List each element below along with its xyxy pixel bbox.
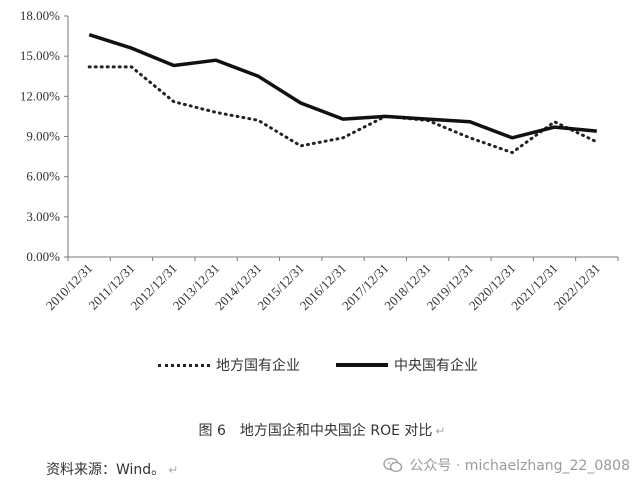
watermark: 公众号 · michaelzhang_22_0808 [383, 455, 630, 475]
roe-line-chart: 0.00% 3.00% 6.00% 9.00% 12.00% 15.00% 18.00% 2… [20, 8, 619, 313]
source-text: 资料来源：Wind。 [46, 462, 166, 478]
watermark-text: 公众号 · michaelzhang_22_0808 [409, 458, 630, 474]
legend: 地方国有企业 中央国有企业 [158, 355, 514, 375]
legend-label-central-soe: 中央国有企业 [394, 358, 478, 374]
figure-caption: 图 6 地方国企和中央国企 ROE 对比 ↵ [0, 420, 644, 440]
x-axis: 2010/12/312011/12/312012/12/312013/12/31… [43, 256, 619, 313]
wechat-icon [383, 457, 403, 473]
return-mark: ↵ [168, 463, 179, 477]
return-mark: ↵ [435, 424, 446, 438]
x-tick-label: 2022/12/31 [550, 261, 602, 313]
series-line-central-soe [88, 33, 597, 140]
legend-swatch-solid [336, 363, 388, 367]
y-tick-label: 6.00% [26, 169, 60, 184]
y-axis: 0.00% 3.00% 6.00% 9.00% 12.00% 15.00% 18.00% [20, 8, 69, 264]
y-tick-label: 0.00% [26, 249, 60, 264]
legend-swatch-dotted [158, 363, 210, 367]
source-note: 资料来源：Wind。 ↵ [46, 459, 178, 479]
figure-caption-text: 图 6 地方国企和中央国企 ROE 对比 [198, 423, 433, 439]
y-tick-label: 18.00% [20, 8, 60, 23]
series-layer [87, 33, 599, 155]
series-line-local-soe [87, 65, 599, 155]
y-tick-label: 3.00% [26, 209, 60, 224]
y-tick-label: 9.00% [26, 129, 60, 144]
legend-label-local-soe: 地方国有企业 [216, 358, 300, 374]
legend-item-central-soe: 中央国有企业 [336, 355, 478, 375]
legend-item-local-soe: 地方国有企业 [158, 355, 300, 375]
y-tick-label: 15.00% [20, 48, 60, 63]
y-tick-label: 12.00% [20, 88, 60, 103]
